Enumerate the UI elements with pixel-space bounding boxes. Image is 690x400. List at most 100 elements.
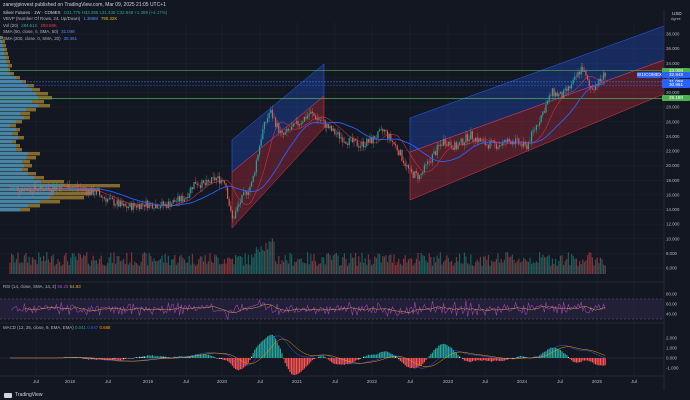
- rsi-legend[interactable]: RSI (14, close, SMA, 14, 2) 58.25 54.83: [3, 284, 81, 290]
- vp-row-up: [0, 208, 20, 212]
- candle-body: [356, 140, 358, 147]
- candle-body: [281, 130, 283, 134]
- macd-histogram-bar: [164, 356, 166, 358]
- macd-histogram-bar: [145, 356, 147, 358]
- candle-body: [499, 145, 501, 148]
- vp-row-up: [0, 172, 28, 176]
- price-axis-tag[interactable]: 32.848: [662, 71, 690, 78]
- macd-histogram-bar: [201, 355, 203, 358]
- volume-bar: [262, 249, 264, 274]
- macd-histogram-bar: [369, 354, 371, 358]
- candle-body: [156, 204, 158, 209]
- macd-histogram-bar: [89, 358, 91, 360]
- candle-body: [449, 141, 451, 146]
- legend-row-sma2[interactable]: SMA (200, close, 0, SMA, 20) 30.861: [3, 36, 167, 42]
- legend-row-vol[interactable]: Vol (20) 284.61K 293.58K: [3, 23, 167, 29]
- macd-histogram-bar: [281, 353, 283, 358]
- price-axis-tag[interactable]: 29.180: [662, 95, 690, 102]
- candle-body: [507, 138, 509, 143]
- candle-body: [444, 138, 446, 145]
- macd-histogram-bar: [569, 358, 571, 359]
- price-axis-tag[interactable]: 33.000: [662, 67, 690, 74]
- vp-row-up: [0, 160, 22, 164]
- price-tick-label: 38.000: [666, 32, 680, 37]
- macd-histogram-bar: [209, 355, 211, 358]
- legend-row-vbvp[interactable]: VBVP (Number Of Rows, 24, Up/Down) 1.366…: [3, 16, 167, 22]
- candle-body: [75, 186, 77, 187]
- candle-body: [319, 120, 321, 121]
- candle-body: [601, 79, 603, 82]
- volume-bar: [420, 253, 422, 274]
- candle-body: [523, 141, 525, 147]
- legend-row-symbol[interactable]: Silver Futures · 1W · COMEX O31.775 H33.…: [3, 10, 167, 16]
- macd-histogram-bar: [249, 358, 251, 361]
- candle-body: [491, 140, 493, 142]
- candle-body: [297, 121, 299, 126]
- volume-bar: [401, 265, 403, 274]
- time-tick-label: Jul: [407, 379, 413, 384]
- macd-histogram-bar: [372, 354, 374, 358]
- volume-bar: [35, 259, 37, 274]
- time-tick-label: 2024: [517, 379, 528, 384]
- volume-bar: [411, 258, 413, 274]
- candle-body: [481, 140, 483, 142]
- candle-body: [478, 138, 480, 143]
- candle-body: [12, 187, 14, 189]
- macd-histogram-bar: [204, 354, 206, 358]
- price-axis-tag[interactable]: 31.099: [662, 78, 690, 85]
- candle-body: [470, 131, 472, 140]
- macd-histogram-bar: [366, 355, 368, 358]
- candle-body: [548, 95, 550, 101]
- volume-bar: [396, 262, 398, 274]
- macd-histogram-bar: [227, 358, 229, 361]
- horizontal-levels[interactable]: [0, 70, 664, 99]
- volume-bar: [329, 254, 331, 274]
- candle-body: [313, 113, 315, 116]
- legend-row-sma1[interactable]: SMA (50, close, 0, SMA, 50) 31.099: [3, 29, 167, 35]
- macd-histogram-bar: [559, 349, 561, 358]
- macd-histogram-bar: [483, 358, 485, 361]
- currency-label[interactable]: USD: [672, 11, 682, 16]
- candle-body: [81, 188, 83, 190]
- brand-label: TradingView: [15, 392, 43, 398]
- price-tick-label: 8.000: [666, 251, 678, 256]
- volume-bar: [323, 257, 325, 274]
- macd-histogram-bar: [334, 358, 336, 364]
- volume-bar: [246, 264, 248, 274]
- vp-row-up: [0, 200, 40, 204]
- volume-bar: [44, 260, 46, 274]
- candle-body: [71, 187, 73, 190]
- candle-body: [251, 181, 253, 187]
- price-tick-label: 18.000: [666, 178, 680, 183]
- volume-bar: [331, 260, 333, 274]
- volume-bar: [495, 258, 497, 274]
- volume-bar: [481, 265, 483, 274]
- macd-histogram-bar: [564, 353, 566, 358]
- macd-tick-label: 1.000: [666, 346, 678, 351]
- volume-bar: [164, 253, 166, 274]
- volume-bar: [278, 256, 280, 274]
- vp-row-up: [0, 148, 16, 152]
- volume-bar: [68, 265, 70, 274]
- volume-bar: [51, 256, 53, 274]
- volume-bar: [108, 257, 110, 274]
- rsi-line: [11, 299, 606, 320]
- volume-bar: [334, 253, 336, 274]
- candle-body: [217, 176, 219, 179]
- vp-row-up: [0, 48, 4, 52]
- vbvp-label: VBVP (Number Of Rows, 24, Up/Down): [3, 16, 81, 22]
- macd-legend[interactable]: MACD (12, 26, close, 9, EMA, EMA) 0.041 …: [3, 325, 110, 331]
- volume-bar: [433, 257, 435, 274]
- volume-bar: [417, 252, 419, 274]
- candle-body: [263, 121, 265, 130]
- price-axis-tag[interactable]: 30.861: [662, 82, 690, 89]
- rsi-val-1: 58.25: [57, 284, 69, 289]
- macd-histogram-bar: [548, 348, 550, 358]
- macd-histogram-bar: [478, 358, 480, 361]
- symbol-axis-tag[interactable]: SI1!COMEX: [637, 71, 663, 78]
- volume-bar: [291, 254, 293, 274]
- candle-body: [542, 111, 544, 116]
- candle-body: [359, 146, 361, 148]
- macd-histogram-bar: [323, 356, 325, 358]
